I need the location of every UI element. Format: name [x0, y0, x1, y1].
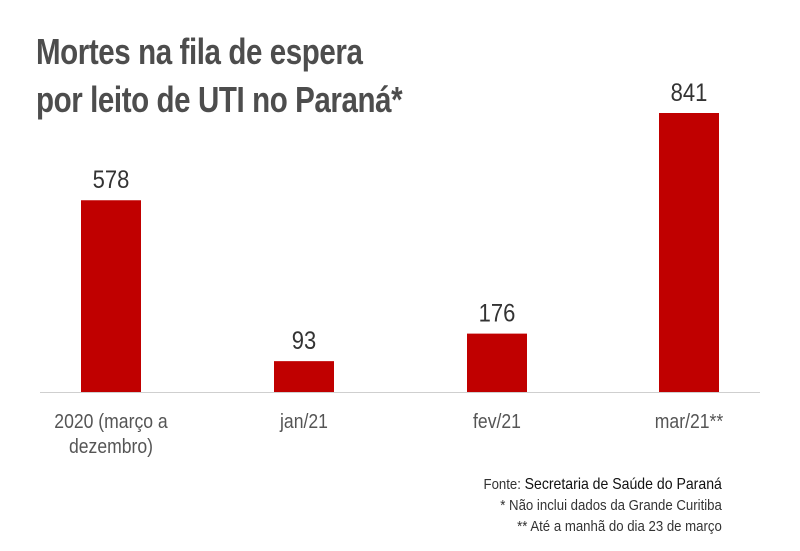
footnote-1: * Não inclui dados da Grande Curitiba [500, 497, 722, 514]
category-label-0-1: dezembro) [69, 435, 153, 457]
bar-0 [81, 200, 141, 392]
category-label-1-0: jan/21 [279, 410, 328, 432]
chart-title: Mortes na fila de espera por leito de UT… [36, 28, 403, 124]
footnote-2: ** Até a manhã do dia 23 de março [517, 518, 722, 535]
bar-2 [467, 333, 527, 392]
category-label-0-0: 2020 (março a [54, 410, 168, 432]
bar-3 [659, 113, 719, 392]
value-label-1: 93 [292, 327, 316, 355]
category-label-3-0: mar/21** [655, 410, 724, 432]
value-label-0: 578 [93, 166, 130, 194]
value-label-3: 841 [671, 79, 708, 107]
value-label-2: 176 [479, 299, 516, 327]
bar-1 [274, 361, 334, 392]
chart-notes: Fonte: Secretaria de Saúde do Paraná * N… [484, 474, 722, 537]
source-name: Secretaria de Saúde do Paraná [524, 476, 722, 493]
source-prefix: Fonte: [483, 476, 522, 493]
title-line-1: Mortes na fila de espera [36, 31, 363, 72]
title-line-2: por leito de UTI no Paraná* [36, 79, 403, 120]
source-line: Fonte: Secretaria de Saúde do Paraná [484, 474, 722, 495]
category-label-2-0: fev/21 [473, 410, 521, 432]
